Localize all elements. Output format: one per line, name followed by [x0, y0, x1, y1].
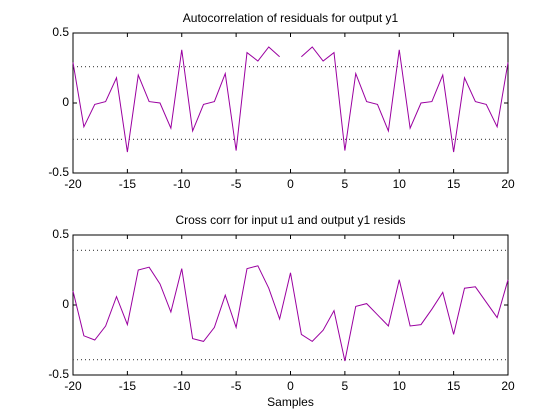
x-axis-label: Samples	[267, 395, 314, 409]
x-tick-label: -10	[173, 177, 191, 191]
x-tick-label: 0	[287, 177, 294, 191]
x-tick-label: 10	[393, 379, 407, 393]
y-tick-label: 0.5	[52, 227, 69, 241]
x-tick-label: -5	[231, 379, 242, 393]
y-tick-label: 0.5	[52, 25, 69, 39]
x-tick-label: 0	[287, 379, 294, 393]
y-tick-label: 0	[62, 95, 69, 109]
axes-box	[72, 32, 509, 174]
chart-title: Cross corr for input u1 and output y1 re…	[175, 213, 405, 227]
x-tick-label: -5	[231, 177, 242, 191]
x-tick-label: -20	[64, 177, 82, 191]
chart-title: Autocorrelation of residuals for output …	[183, 11, 399, 25]
x-tick-label: -10	[173, 379, 191, 393]
x-tick-label: 15	[447, 379, 461, 393]
x-tick-label: -20	[64, 379, 82, 393]
data-line	[72, 46, 509, 153]
x-tick-label: 20	[501, 379, 515, 393]
data-line	[72, 265, 509, 362]
x-tick-label: 5	[342, 379, 349, 393]
axes-box	[72, 234, 509, 376]
x-tick-label: 5	[342, 177, 349, 191]
y-tick-label: -0.5	[48, 367, 69, 381]
y-tick-label: 0	[62, 297, 69, 311]
y-tick-label: -0.5	[48, 165, 69, 179]
x-tick-label: 10	[393, 177, 407, 191]
x-tick-label: 20	[501, 177, 515, 191]
x-tick-label: -15	[119, 379, 137, 393]
x-tick-label: 15	[447, 177, 461, 191]
x-tick-label: -15	[119, 177, 137, 191]
